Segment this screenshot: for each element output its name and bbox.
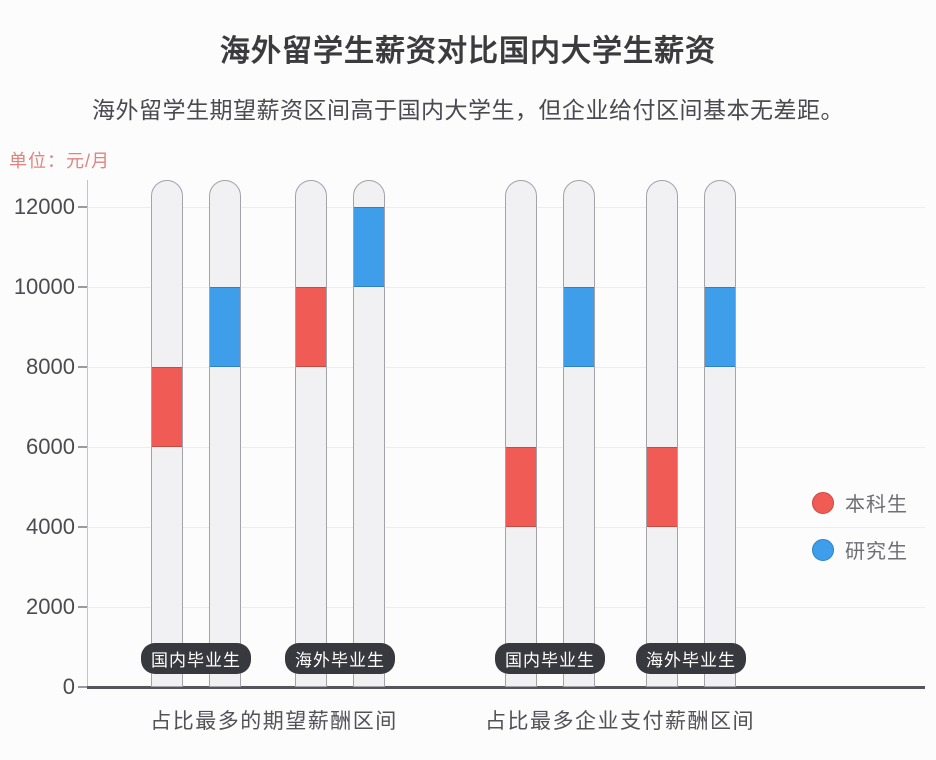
legend-item: 本科生 xyxy=(812,491,908,516)
y-axis-tick-label: 12000 xyxy=(13,194,75,219)
y-axis-tick-label: 4000 xyxy=(26,514,75,539)
pair-badge: 国内毕业生 xyxy=(141,643,251,674)
y-axis-tick-label: 8000 xyxy=(26,354,75,379)
y-axis-tick-label: 10000 xyxy=(13,274,75,299)
group-label: 占比最多企业支付薪酬区间 xyxy=(485,710,755,733)
bar-segment-grad xyxy=(564,287,594,367)
bar-segment-grad xyxy=(354,207,384,287)
y-axis-tick xyxy=(78,366,87,368)
bar-capsule xyxy=(151,180,183,687)
bar-capsule xyxy=(353,180,385,687)
bar-capsule xyxy=(646,180,678,687)
y-axis-tick xyxy=(78,286,87,288)
bar-capsule xyxy=(704,180,736,687)
bar-segment-undergrad xyxy=(506,447,536,527)
y-axis-tick xyxy=(78,446,87,448)
legend: 本科生 研究生 xyxy=(812,491,908,585)
bar-segment-grad xyxy=(210,287,240,367)
chart-title: 海外留学生薪资对比国内大学生薪资 xyxy=(220,35,716,68)
legend-swatch-undergrad xyxy=(812,491,834,514)
group-label: 占比最多的期望薪酬区间 xyxy=(150,710,398,733)
bar-segment-undergrad xyxy=(647,447,677,527)
y-axis-tick-label: 2000 xyxy=(26,594,75,619)
y-axis-tick-label: 0 xyxy=(62,674,75,699)
bar-capsule xyxy=(209,180,241,687)
legend-swatch-grad xyxy=(812,538,834,561)
bar-segment-undergrad xyxy=(152,367,182,447)
legend-label: 研究生 xyxy=(845,541,908,563)
pair-badge: 海外毕业生 xyxy=(285,643,395,674)
pair-badge: 海外毕业生 xyxy=(636,643,746,674)
y-axis-tick xyxy=(78,606,87,608)
x-axis-baseline xyxy=(87,686,925,689)
y-axis-tick xyxy=(78,686,87,688)
bar-segment-undergrad xyxy=(296,287,326,367)
bar-segment-grad xyxy=(705,287,735,367)
y-axis-tick-label: 6000 xyxy=(26,434,75,459)
legend-label: 本科生 xyxy=(845,494,908,516)
bar-capsule xyxy=(295,180,327,687)
bar-capsule xyxy=(563,180,595,687)
bar-capsule xyxy=(505,180,537,687)
y-axis-tick xyxy=(78,206,87,208)
y-axis-tick xyxy=(78,526,87,528)
legend-item: 研究生 xyxy=(812,538,908,563)
chart-subtitle: 海外留学生期望薪资区间高于国内大学生，但企业给付区间基本无差距。 xyxy=(92,97,844,123)
pair-badge: 国内毕业生 xyxy=(495,643,605,674)
y-axis-line xyxy=(87,180,88,687)
unit-label: 单位：元/月 xyxy=(9,151,111,171)
